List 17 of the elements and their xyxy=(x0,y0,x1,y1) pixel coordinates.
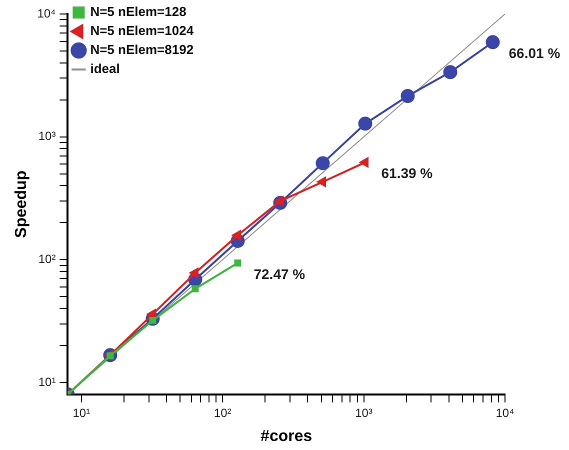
annotation: 61.39 % xyxy=(381,165,434,182)
legend-label: ideal xyxy=(90,61,120,76)
x-tick-label: 10¹ xyxy=(72,406,90,420)
legend-label: N=5 nElem=1024 xyxy=(90,23,194,38)
x-tick-label: 10² xyxy=(214,406,232,420)
annotation: 66.01 % xyxy=(508,45,561,62)
y-axis-title: Speedup xyxy=(13,170,30,238)
y-tick-label: 10² xyxy=(38,252,56,266)
legend-label: N=5 nElem=8192 xyxy=(90,42,194,58)
y-tick-label: 10⁴ xyxy=(37,6,56,20)
x-tick-label: 10³ xyxy=(355,406,372,420)
y-tick-label: 10³ xyxy=(38,129,56,144)
x-tick-label: 10⁴ xyxy=(496,406,514,420)
annotation: 72.47 % xyxy=(254,266,306,282)
y-tick-label: 10¹ xyxy=(38,374,56,389)
legend-label: N=5 nElem=128 xyxy=(90,4,186,20)
x-axis-title: #cores xyxy=(260,428,312,445)
